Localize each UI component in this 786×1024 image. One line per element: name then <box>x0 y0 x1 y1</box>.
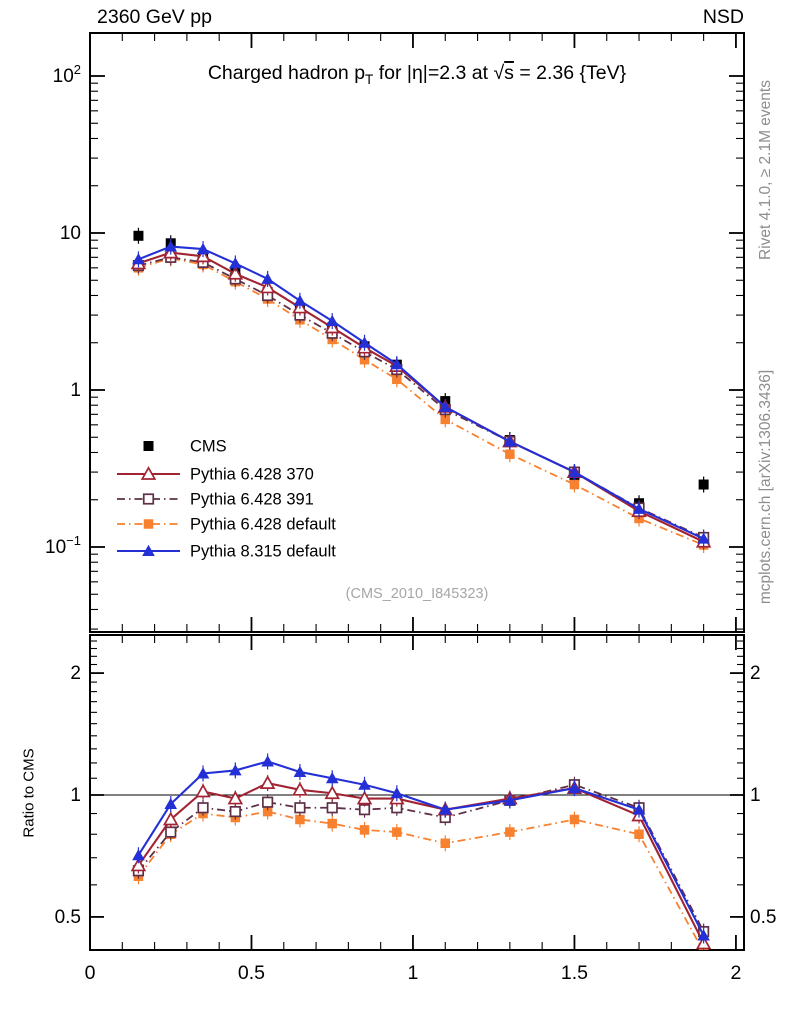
legend-label: Pythia 6.428 default <box>190 516 336 534</box>
main-ytick-label: 10−1 <box>45 533 81 558</box>
ratio-axis-label: Ratio to CMS <box>20 748 38 838</box>
series-pythia-8-315-default-ratio <box>132 753 710 944</box>
rivet-version-note: Rivet 4.1.0, ≥ 2.1M events <box>757 80 774 260</box>
main-ytick-label: 10 <box>60 223 81 244</box>
legend-label: CMS <box>190 438 227 456</box>
xtick-label: 0 <box>85 962 96 984</box>
series-pythia-6-428-default-ratio <box>133 803 709 950</box>
ratio-ytick-label-right: 2 <box>750 663 761 684</box>
axis-labels: 102 10 1 10−1 2 2 1 1 0.5 0.5 0 0.5 1 1.5 2 <box>45 62 776 984</box>
xtick-label: 1 <box>408 962 419 984</box>
analysis-id-watermark: (CMS_2010_I845323) <box>345 586 489 602</box>
legend-item-pythia-6-428-default: Pythia 6.428 default <box>117 516 336 534</box>
chart-title: Charged hadron pT for |η|=2.3 at √s = 2.… <box>208 62 627 87</box>
legend-item-cms: CMS <box>143 438 227 456</box>
legend: CMS Pythia 6.428 370 Pythia 6.428 391 Pythi… <box>117 438 336 561</box>
event-class-label: NSD <box>702 6 744 28</box>
xtick-label: 2 <box>730 962 741 984</box>
xtick-label: 0.5 <box>238 962 265 984</box>
main-ytick-label: 1 <box>70 380 81 401</box>
beam-energy-label: 2360 GeV pp <box>97 6 212 28</box>
legend-label: Pythia 8.315 default <box>190 543 336 561</box>
title: Charged hadron pT for |η|=2.3 at √s = 2.… <box>208 62 627 87</box>
xtick-label: 1.5 <box>561 962 588 984</box>
axes <box>89 32 745 951</box>
legend-item-pythia-8-315-default: Pythia 8.315 default <box>117 543 336 561</box>
legend-item-pythia-6-428-391: Pythia 6.428 391 <box>117 491 314 509</box>
series-pythia-8-315-default <box>132 238 710 547</box>
legend-label: Pythia 6.428 391 <box>190 491 314 509</box>
legend-item-pythia-6-428-370: Pythia 6.428 370 <box>117 466 314 484</box>
ratio-ytick-label-right: 0.5 <box>750 907 776 928</box>
ratio-ytick-label-left: 1 <box>70 785 81 806</box>
main-ytick-label: 102 <box>53 62 81 87</box>
ratio-ytick-label-left: 2 <box>70 663 81 684</box>
legend-label: Pythia 6.428 370 <box>190 466 314 484</box>
ratio-ytick-label-right: 1 <box>750 785 761 806</box>
ratio-ytick-label-left: 0.5 <box>55 907 81 928</box>
mcplots-attribution: mcplots.cern.ch [arXiv:1306.3436] <box>757 369 774 605</box>
